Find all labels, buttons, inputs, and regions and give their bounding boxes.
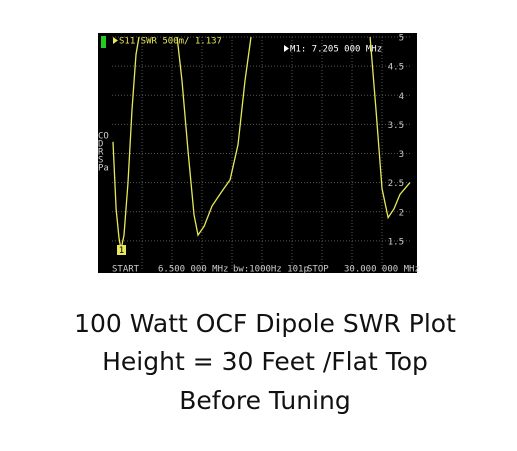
marker-readout: M1: 7.205 000 MHz xyxy=(290,45,382,55)
marker-label: 1 xyxy=(119,246,124,256)
trace-label: S11 SWR 500m/ 1.137 xyxy=(119,37,222,47)
side-label: CO xyxy=(98,132,109,142)
y-tick-label: 3.5 xyxy=(388,121,404,131)
y-tick-label: 2 xyxy=(399,208,404,218)
marker-indicator xyxy=(284,45,289,52)
y-tick-label: 4.5 xyxy=(388,63,404,73)
side-label: Pa xyxy=(98,164,109,174)
start-freq: 6.500 000 MHz xyxy=(158,265,228,275)
battery-icon xyxy=(101,36,106,48)
y-tick-label: 3 xyxy=(399,150,404,160)
y-tick-label: 1.5 xyxy=(388,237,404,247)
y-tick-label: 2.5 xyxy=(388,179,404,189)
stop-freq: 30.000 000 MHz xyxy=(344,265,420,275)
side-label: R xyxy=(98,148,104,158)
trace-indicator xyxy=(113,37,118,44)
trace xyxy=(112,36,411,250)
marker-box xyxy=(117,245,126,255)
stop-label: STOP xyxy=(307,265,329,275)
y-tick-label: 5 xyxy=(399,34,404,44)
caption-line: Height = 30 Feet /Flat Top xyxy=(102,347,428,376)
side-label: D xyxy=(98,140,103,150)
start-label: START xyxy=(112,265,140,275)
caption-line: 100 Watt OCF Dipole SWR Plot xyxy=(74,309,456,338)
side-label: S xyxy=(98,156,103,166)
caption-line: Before Tuning xyxy=(179,386,351,415)
y-tick-label: 4 xyxy=(399,92,404,102)
bandwidth: bw:1000Hz 101p xyxy=(233,265,309,275)
